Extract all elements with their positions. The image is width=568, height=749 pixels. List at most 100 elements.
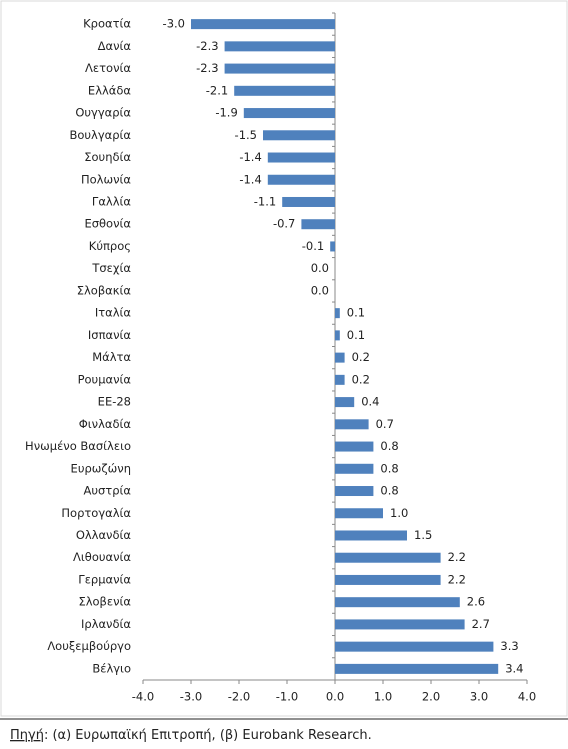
bar bbox=[335, 641, 494, 652]
value-label: 2.7 bbox=[472, 617, 490, 631]
value-label: -0.1 bbox=[302, 239, 324, 253]
bar bbox=[191, 19, 335, 30]
x-tick-label: 1.0 bbox=[374, 690, 392, 704]
value-label: 0.1 bbox=[347, 328, 365, 342]
y-tick-label: Σουηδία bbox=[84, 150, 131, 164]
value-label: -2.1 bbox=[206, 83, 228, 97]
y-tick-label: Ιταλία bbox=[95, 306, 132, 320]
bar bbox=[335, 597, 460, 608]
y-tick-label: Ολλανδία bbox=[76, 528, 132, 542]
value-label: -1.1 bbox=[254, 194, 276, 208]
bar bbox=[335, 352, 345, 363]
bar bbox=[263, 130, 335, 141]
value-label: -3.0 bbox=[163, 17, 185, 31]
value-label: 0.8 bbox=[380, 461, 398, 475]
y-tick-label: Γαλλία bbox=[92, 194, 131, 208]
value-label: -2.3 bbox=[196, 39, 218, 53]
bar bbox=[224, 41, 335, 52]
bar bbox=[335, 419, 369, 430]
x-tick-label: 2.0 bbox=[422, 690, 440, 704]
bar bbox=[335, 574, 441, 585]
value-label: -1.5 bbox=[235, 128, 257, 142]
y-tick-label: Ουγγαρία bbox=[75, 106, 131, 120]
value-label: 0.4 bbox=[361, 395, 379, 409]
y-tick-label: Αυστρία bbox=[83, 484, 131, 498]
bar bbox=[282, 196, 335, 207]
bar bbox=[224, 63, 335, 74]
y-tick-label: Σλοβακία bbox=[77, 283, 132, 297]
bar bbox=[335, 486, 374, 497]
bar bbox=[335, 663, 499, 674]
bar bbox=[335, 619, 465, 630]
bar bbox=[335, 441, 374, 452]
value-label: 1.0 bbox=[390, 506, 408, 520]
y-tick-label: Εσθονία bbox=[84, 217, 131, 231]
bar bbox=[335, 463, 374, 474]
y-tick-label: Πορτογαλία bbox=[61, 506, 131, 520]
bar bbox=[234, 85, 335, 96]
value-label: 0.8 bbox=[380, 484, 398, 498]
value-label: -1.4 bbox=[239, 172, 261, 186]
value-label: 0.7 bbox=[376, 417, 394, 431]
x-tick-label: -3.0 bbox=[180, 690, 202, 704]
y-tick-label: Ευρωζώνη bbox=[71, 461, 131, 475]
y-tick-label: Ισπανία bbox=[88, 328, 131, 342]
y-tick-label: Λετονία bbox=[85, 61, 131, 75]
value-label: 3.3 bbox=[500, 639, 518, 653]
x-tick-label: -2.0 bbox=[228, 690, 250, 704]
y-tick-label: Ηνωμένο Βασίλειο bbox=[25, 439, 131, 453]
y-tick-label: ΕΕ-28 bbox=[98, 395, 131, 409]
bar bbox=[330, 241, 335, 252]
y-tick-label: Κροατία bbox=[83, 17, 131, 31]
value-label: 0.2 bbox=[352, 372, 370, 386]
value-label: 1.5 bbox=[414, 528, 432, 542]
x-tick-label: 4.0 bbox=[518, 690, 536, 704]
y-tick-label: Κύπρος bbox=[89, 239, 131, 253]
bar bbox=[243, 108, 335, 119]
bar bbox=[335, 508, 383, 519]
source-text: : (α) Ευρωπαϊκή Επιτροπή, (β) Eurobank R… bbox=[44, 728, 372, 743]
x-tick-label: -4.0 bbox=[132, 690, 154, 704]
y-tick-label: Φινλαδία bbox=[79, 417, 132, 431]
y-tick-label: Λουξεμβούργο bbox=[47, 639, 131, 653]
bar bbox=[335, 397, 355, 408]
bar bbox=[335, 308, 340, 319]
value-label: -2.3 bbox=[196, 61, 218, 75]
y-tick-label: Μάλτα bbox=[92, 350, 131, 364]
source: Πηγή: (α) Ευρωπαϊκή Επιτροπή, (β) Euroba… bbox=[10, 728, 372, 743]
x-tick-label: 3.0 bbox=[470, 690, 488, 704]
bar bbox=[335, 330, 340, 341]
value-label: 0.1 bbox=[347, 306, 365, 320]
value-label: 2.6 bbox=[467, 595, 485, 609]
value-label: 3.4 bbox=[505, 661, 523, 675]
bar bbox=[267, 152, 335, 163]
y-tick-label: Ελλάδα bbox=[88, 83, 131, 97]
y-tick-label: Γερμανία bbox=[78, 572, 131, 586]
bar bbox=[267, 174, 335, 185]
value-label: -1.9 bbox=[215, 106, 237, 120]
bar bbox=[335, 530, 407, 541]
value-label: 0.8 bbox=[380, 439, 398, 453]
value-label: 2.2 bbox=[448, 572, 466, 586]
x-tick-label: -1.0 bbox=[276, 690, 298, 704]
value-label: -1.4 bbox=[239, 150, 261, 164]
y-tick-label: Ιρλανδία bbox=[81, 617, 131, 631]
value-label: 0.0 bbox=[311, 261, 329, 275]
y-tick-label: Λιθουανία bbox=[73, 550, 131, 564]
y-tick-label: Σλοβενία bbox=[78, 595, 131, 609]
y-tick-label: Ρουμανία bbox=[78, 372, 132, 386]
y-tick-label: Πολωνία bbox=[81, 172, 131, 186]
bar bbox=[301, 219, 335, 230]
value-label: 2.2 bbox=[448, 550, 466, 564]
y-tick-label: Δανία bbox=[98, 39, 132, 53]
bar bbox=[335, 374, 345, 385]
value-label: 0.0 bbox=[311, 283, 329, 297]
value-label: 0.2 bbox=[352, 350, 370, 364]
bar bbox=[335, 552, 441, 563]
y-tick-label: Βέλγιο bbox=[92, 661, 131, 675]
source-label: Πηγή bbox=[10, 728, 44, 743]
y-tick-label: Βουλγαρία bbox=[69, 128, 131, 142]
x-tick-label: 0.0 bbox=[326, 690, 344, 704]
value-label: -0.7 bbox=[273, 217, 295, 231]
